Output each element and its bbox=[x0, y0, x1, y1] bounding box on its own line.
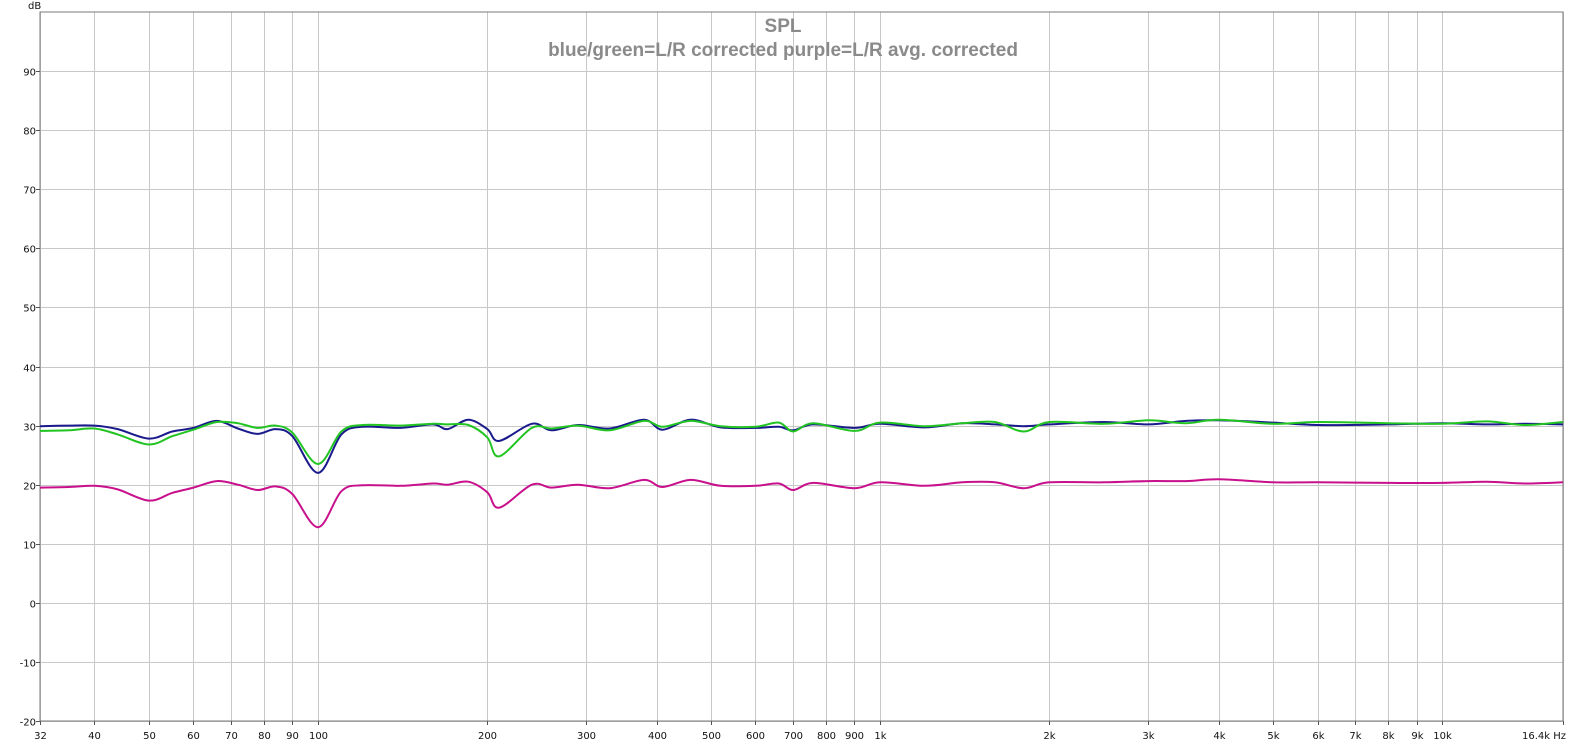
x-tick-label: 700 bbox=[784, 731, 803, 742]
y-tick-label: 90 bbox=[23, 68, 36, 79]
chart-title: SPL bbox=[765, 16, 802, 37]
x-tick-label: 90 bbox=[286, 731, 299, 742]
y-tick-label: 60 bbox=[23, 245, 36, 256]
x-tick-label: 10k bbox=[1433, 731, 1452, 742]
x-tick-label: 70 bbox=[225, 731, 238, 742]
x-tick-label: 50 bbox=[143, 731, 156, 742]
y-tick-label: -20 bbox=[20, 718, 36, 729]
x-tick-label: 900 bbox=[845, 731, 864, 742]
x-tick-label: 3k bbox=[1142, 731, 1154, 742]
series-layer bbox=[39, 418, 1564, 529]
y-axis-label: dB bbox=[28, 1, 41, 12]
y-tick-label: 30 bbox=[23, 423, 36, 434]
x-tick-label: 2k bbox=[1043, 731, 1055, 742]
x-tick-label: 8k bbox=[1382, 731, 1394, 742]
y-tick-label: -10 bbox=[20, 659, 36, 670]
x-tick-label: 500 bbox=[702, 731, 721, 742]
x-tick-label: 60 bbox=[187, 731, 200, 742]
x-tick-label: 16.4k Hz bbox=[1522, 731, 1566, 742]
x-tick-label: 32 bbox=[34, 731, 47, 742]
x-tick-label: 1k bbox=[874, 731, 886, 742]
x-tick-label: 6k bbox=[1312, 731, 1324, 742]
grid bbox=[40, 12, 1564, 722]
x-tick-label: 800 bbox=[817, 731, 836, 742]
y-tick-label: 0 bbox=[30, 600, 36, 611]
x-tick-label: 300 bbox=[577, 731, 596, 742]
x-tick-label: 200 bbox=[478, 731, 497, 742]
y-tick-label: 50 bbox=[23, 304, 36, 315]
y-tick-label: 20 bbox=[23, 482, 36, 493]
x-tick-label: 100 bbox=[309, 731, 328, 742]
y-axis-ticks: 90 80 70 60 50 40 30 20 10 0 -10 -20 bbox=[20, 68, 40, 729]
x-tick-label: 7k bbox=[1349, 731, 1361, 742]
y-tick-label: 40 bbox=[23, 364, 36, 375]
series-line-purple bbox=[39, 478, 1564, 529]
y-tick-label: 10 bbox=[23, 541, 36, 552]
x-tick-label: 40 bbox=[88, 731, 101, 742]
x-tick-label: 9k bbox=[1411, 731, 1423, 742]
x-tick-label: 5k bbox=[1267, 731, 1279, 742]
x-axis-ticks: 32 40 50 60 70 80 90 100 200 300 400 500 600 700 800 90… bbox=[34, 721, 1566, 742]
chart-subtitle: blue/green=L/R corrected purple=L/R avg.… bbox=[548, 40, 1018, 61]
series-line-green bbox=[39, 418, 1564, 466]
series-line-blue bbox=[39, 418, 1564, 474]
x-tick-label: 80 bbox=[258, 731, 271, 742]
x-tick-label: 400 bbox=[648, 731, 667, 742]
x-tick-label: 4k bbox=[1213, 731, 1225, 742]
plot-frame bbox=[39, 11, 1564, 722]
x-tick-label: 600 bbox=[746, 731, 765, 742]
y-tick-label: 70 bbox=[23, 186, 36, 197]
y-tick-label: 80 bbox=[23, 127, 36, 138]
